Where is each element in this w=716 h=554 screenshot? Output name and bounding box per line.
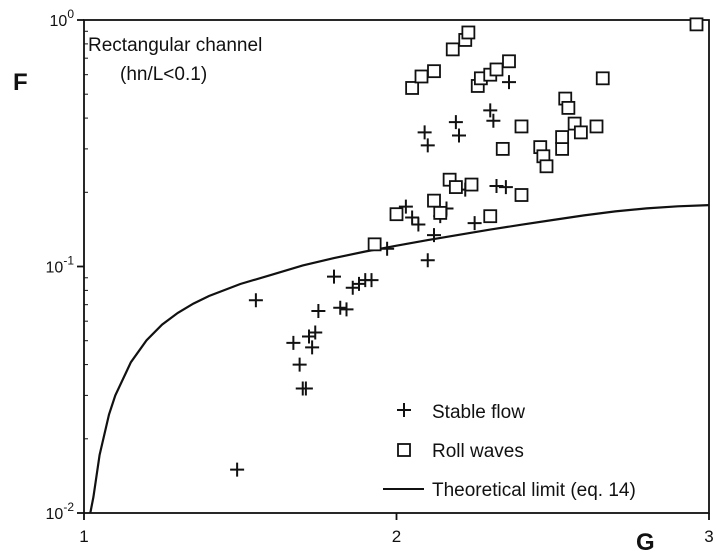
roll-waves-point bbox=[427, 64, 441, 79]
stable-flow-point bbox=[248, 293, 263, 308]
roll-waves-point bbox=[461, 25, 476, 40]
plot-frame bbox=[83, 19, 710, 514]
stable-flow-point bbox=[345, 280, 360, 295]
stable-flow-point bbox=[339, 302, 354, 317]
stable-flow-point bbox=[398, 199, 413, 214]
legend-label-roll-waves: Roll waves bbox=[432, 441, 524, 462]
stable-flow-point bbox=[352, 276, 366, 291]
stable-flow-point bbox=[308, 325, 323, 340]
roll-waves-point bbox=[555, 130, 570, 144]
roll-waves-point bbox=[464, 177, 479, 192]
roll-waves-point bbox=[502, 54, 516, 69]
theoretical-limit-line bbox=[89, 204, 710, 514]
chart-subtitle: (hn/L<0.1) bbox=[120, 64, 207, 85]
roll-waves-point bbox=[495, 141, 510, 156]
roll-waves-point bbox=[433, 205, 448, 220]
stable-flow-point bbox=[420, 138, 435, 153]
stable-flow-point bbox=[417, 125, 432, 140]
stable-flow-point bbox=[292, 357, 307, 372]
stable-flow-point bbox=[230, 462, 245, 477]
legend-plus-marker bbox=[397, 403, 411, 417]
legend-square-marker bbox=[397, 443, 411, 457]
x-axis-label: G bbox=[636, 529, 655, 554]
stable-flow-point bbox=[327, 269, 341, 284]
stable-flow-point bbox=[420, 253, 435, 268]
stable-flow-point bbox=[489, 179, 504, 194]
curve-layer bbox=[89, 204, 710, 514]
stable-flow-point bbox=[333, 300, 348, 315]
y-axis-label: F bbox=[13, 69, 28, 96]
roll-waves-point bbox=[405, 81, 420, 95]
stable-flow-point bbox=[502, 75, 516, 90]
stable-flow-point bbox=[311, 303, 326, 318]
roll-waves-point bbox=[483, 209, 498, 224]
x-tick-label: 3 bbox=[704, 527, 713, 546]
y-tick-label: 10-1 bbox=[46, 254, 75, 277]
roll-waves-point bbox=[589, 119, 604, 134]
stable-flow-point bbox=[298, 381, 313, 396]
legend-item-theoretical-limit: Theoretical limit (eq. 14) bbox=[383, 480, 636, 501]
roll-waves-point bbox=[539, 159, 554, 174]
stable-flow-point bbox=[364, 273, 379, 288]
stable-flow-point bbox=[498, 180, 513, 195]
stable-flow-point bbox=[483, 103, 498, 118]
legend-label-theoretical-limit: Theoretical limit (eq. 14) bbox=[432, 480, 636, 501]
stable-flow-point bbox=[411, 217, 426, 232]
legend-label-stable-flow: Stable flow bbox=[432, 402, 525, 423]
roll-waves-point bbox=[448, 180, 463, 194]
stable-flow-point bbox=[486, 113, 501, 128]
legend-item-roll-waves: Roll waves bbox=[397, 441, 524, 462]
stable-flow-point bbox=[452, 128, 466, 143]
roll-waves-point bbox=[427, 193, 441, 208]
y-tick-label: 100 bbox=[50, 7, 75, 30]
roll-waves-point bbox=[561, 100, 576, 115]
roll-waves-point bbox=[367, 237, 382, 252]
chart-title: Rectangular channel bbox=[88, 35, 262, 56]
roll-waves-point bbox=[414, 69, 429, 84]
roll-waves-point bbox=[573, 125, 588, 140]
x-tick-label: 2 bbox=[392, 527, 401, 546]
stable-flow-point bbox=[427, 228, 441, 243]
roll-waves-point bbox=[514, 119, 529, 134]
stable-flow-point bbox=[286, 335, 301, 350]
roll-waves-point bbox=[389, 207, 404, 222]
points-layer bbox=[230, 17, 704, 477]
stable-flow-point bbox=[305, 340, 320, 355]
stable-flow-point bbox=[448, 115, 463, 130]
stable-flow-point bbox=[405, 210, 420, 225]
x-tick-label: 1 bbox=[79, 527, 88, 546]
y-tick-label: 10-2 bbox=[46, 500, 75, 523]
roll-waves-point bbox=[555, 141, 570, 156]
legend: Stable flow Roll waves Theoretical limit… bbox=[383, 402, 636, 501]
legend-item-stable-flow: Stable flow bbox=[397, 402, 525, 423]
ticks-layer: 1 2 3 10-2 10-1 100 bbox=[46, 7, 714, 546]
roll-waves-point bbox=[595, 71, 610, 86]
roll-waves-point bbox=[689, 17, 704, 32]
roll-waves-point bbox=[445, 42, 460, 57]
roll-waves-point bbox=[489, 62, 504, 77]
roll-waves-point bbox=[514, 188, 529, 202]
stable-flow-point bbox=[467, 216, 482, 231]
stable-flow-point bbox=[380, 241, 395, 256]
